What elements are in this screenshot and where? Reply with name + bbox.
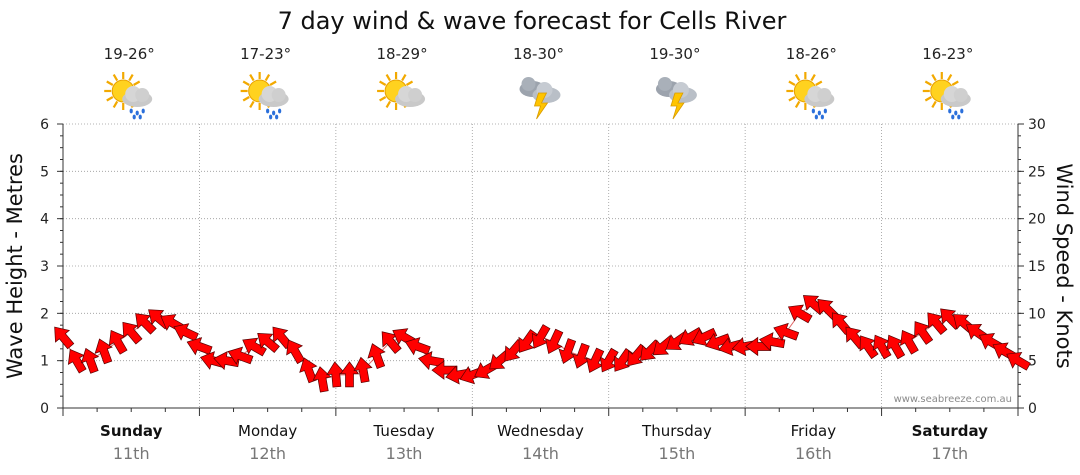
wind-arrow	[299, 357, 318, 384]
left-tick-label: 4	[40, 212, 49, 228]
wind-arrow	[80, 347, 100, 374]
day-temperature: 17-23°	[240, 45, 291, 63]
day-temperature: 18-30°	[513, 45, 564, 63]
wind-arrow	[678, 327, 704, 346]
thunderstorm-icon	[519, 77, 561, 120]
day-date: 15th	[659, 444, 696, 463]
wind-arrow	[787, 304, 813, 324]
day-name: Sunday	[100, 422, 163, 440]
wind-arrow	[54, 326, 75, 350]
wind-arrow	[773, 322, 800, 342]
day-date: 17th	[931, 444, 968, 463]
left-tick-label: 3	[40, 259, 49, 275]
wind-arrow	[227, 346, 254, 365]
wind-arrow	[186, 337, 213, 356]
wind-arrow	[122, 321, 143, 345]
wind-arrow	[353, 356, 373, 384]
wind-arrow	[213, 351, 240, 371]
partly-cloudy-showers-icon	[104, 72, 153, 120]
partly-cloudy-showers-icon	[786, 72, 835, 120]
day-name: Wednesday	[497, 422, 584, 440]
day-date: 16th	[795, 444, 832, 463]
wind-arrow	[242, 337, 267, 357]
wind-arrow	[173, 323, 199, 342]
wind-arrow	[404, 337, 431, 356]
wind-arrow	[257, 333, 280, 354]
day-name: Monday	[238, 422, 297, 440]
wind-arrow	[94, 338, 113, 365]
wind-arrow	[339, 361, 360, 388]
day-temperature: 19-26°	[104, 45, 155, 63]
right-tick-label: 25	[1028, 164, 1046, 180]
left-axis-title: Wave Height - Metres	[3, 153, 27, 379]
wind-arrow	[286, 339, 305, 365]
partly-cloudy-showers-icon	[922, 72, 971, 120]
chart-title: 7 day wind & wave forecast for Cells Riv…	[278, 7, 787, 35]
day-date: 11th	[113, 444, 150, 463]
left-tick-label: 5	[40, 164, 49, 180]
right-tick-label: 15	[1028, 259, 1046, 275]
wind-arrow	[367, 343, 386, 370]
day-temperature: 19-30°	[649, 45, 700, 63]
day-date: 13th	[386, 444, 423, 463]
day-name: Thursday	[641, 422, 712, 440]
day-temperature: 18-26°	[786, 45, 837, 63]
wind-arrow	[759, 332, 786, 352]
right-axis-title: Wind Speed - Knots	[1052, 163, 1076, 368]
day-date: 14th	[522, 444, 559, 463]
day-name: Friday	[791, 422, 837, 440]
thunderstorm-icon	[655, 77, 697, 120]
right-tick-label: 0	[1028, 401, 1037, 417]
right-tick-label: 10	[1028, 306, 1046, 322]
left-tick-label: 6	[40, 117, 49, 133]
credit-text: www.seabreeze.com.au	[894, 394, 1012, 405]
wind-arrow	[545, 328, 564, 355]
day-date: 12th	[249, 444, 286, 463]
right-tick-label: 20	[1028, 212, 1046, 228]
right-tick-label: 30	[1028, 117, 1046, 133]
day-temperature: 18-29°	[377, 45, 428, 63]
partly-cloudy-showers-icon	[240, 72, 289, 120]
day-temperature: 16-23°	[922, 45, 973, 63]
right-tick-label: 5	[1028, 354, 1037, 370]
wind-arrow	[1006, 351, 1031, 371]
wind-arrow	[312, 366, 332, 393]
left-tick-label: 2	[40, 306, 49, 322]
day-name: Saturday	[912, 422, 989, 440]
left-tick-label: 0	[40, 401, 49, 417]
wind-arrow	[900, 329, 919, 355]
day-name: Tuesday	[373, 422, 435, 440]
partly-cloudy-icon	[377, 72, 426, 110]
left-tick-label: 1	[40, 354, 49, 370]
wind-arrow	[67, 348, 87, 374]
